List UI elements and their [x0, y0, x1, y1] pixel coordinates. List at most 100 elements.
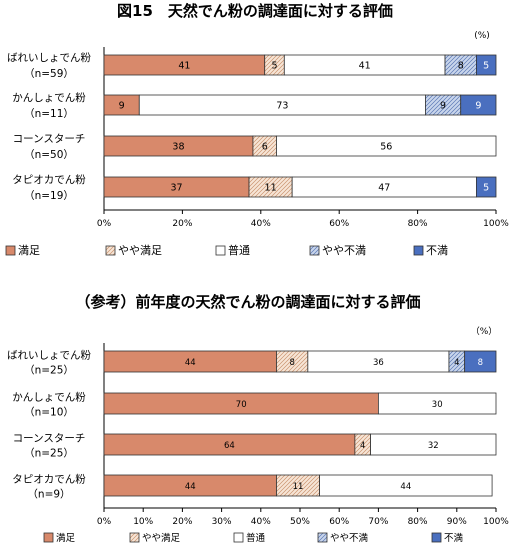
data-label: 5 [271, 61, 277, 72]
x-tick-label: 90% [447, 517, 467, 527]
bar-segment [276, 135, 497, 157]
data-label: 11 [293, 482, 304, 492]
chart-2: （参考）前年度の天然でん粉の調達面に対する評価 （%） 0% 10% 20% 30% 4… [7, 293, 509, 544]
data-label: 44 [185, 358, 196, 368]
data-label: 4 [454, 358, 459, 368]
x-tick-label: 20% [172, 517, 192, 527]
legend-label: やや不満 [322, 244, 366, 257]
data-label: 9 [440, 101, 446, 112]
x-tick-label: 40% [251, 219, 271, 229]
category-count-label: （n=9） [27, 489, 70, 501]
bar-segment [460, 94, 497, 116]
bar-segment [370, 433, 497, 456]
chart-2-plot-area: 0% 10% 20% 30% 40% 50% 60% 70% 80% 90% 100% ばれいしょでん… [7, 343, 509, 527]
chart-1-unit-label: (%) [474, 31, 490, 41]
category-label: ばれいしょでん粉 [7, 349, 91, 362]
x-tick-label: 0% [97, 517, 112, 527]
x-tick-label: 100% [483, 517, 509, 527]
data-label: 32 [428, 441, 439, 451]
data-label: 36 [373, 358, 384, 368]
bar-segment [475, 54, 497, 76]
category-label: コーンスターチ [13, 433, 86, 445]
category-count-label: （n=25） [24, 365, 74, 377]
data-label: 70 [236, 400, 247, 410]
category-label: かんしょでん粉 [12, 91, 86, 104]
data-label: 30 [432, 400, 443, 410]
x-tick-label: 80% [408, 517, 428, 527]
x-tick-label: 70% [368, 517, 388, 527]
data-label: 8 [478, 358, 483, 368]
chart-1-plot-area: 0% 20% 40% 60% 80% 100% ばれいしょでん粉 （n=59） 41 5 41 8 5 か… [7, 47, 509, 229]
data-label: 41 [359, 61, 371, 72]
category-label: ばれいしょでん粉 [7, 51, 91, 64]
legend-label: 満足 [56, 533, 76, 544]
category-label: タピオカでん粉 [12, 473, 86, 486]
legend-label: 不満 [426, 244, 448, 257]
legend-label: やや満足 [118, 244, 162, 257]
x-tick-label: 30% [212, 517, 232, 527]
x-tick-label: 20% [172, 219, 192, 229]
chart-2-legend: 満足 やや満足 普通 やや不満 不満 [43, 532, 464, 544]
legend-label: 満足 [18, 244, 40, 257]
category-count-label: （n=10） [24, 407, 74, 419]
data-label: 8 [289, 358, 294, 368]
legend-swatch [129, 532, 140, 543]
chart-2-title: （参考）前年度の天然でん粉の調達面に対する評価 [75, 293, 420, 311]
legend-label: 不満 [444, 533, 464, 544]
data-label: 4 [360, 441, 365, 451]
data-label: 11 [265, 183, 277, 194]
bar-segment [319, 474, 493, 497]
category-label: コーンスターチ [13, 133, 86, 145]
legend-swatch [43, 532, 54, 543]
chart-1-title: 図15 天然でん粉の調達面に対する評価 [117, 2, 393, 20]
legend-swatch [317, 532, 328, 543]
category-label: かんしょでん粉 [12, 391, 86, 404]
category-count-label: （n=59） [24, 68, 74, 80]
x-tick-label: 40% [251, 517, 271, 527]
data-label: 5 [483, 61, 489, 72]
legend-label: 普通 [228, 243, 250, 257]
category-count-label: （n=25） [24, 448, 74, 460]
category-label: タピオカでん粉 [12, 173, 86, 186]
x-tick-label: 80% [408, 219, 428, 229]
legend-swatch [233, 532, 244, 543]
chart-1: 図15 天然でん粉の調達面に対する評価 (%) 0% 20% 40% 60% 80% 10… [5, 2, 509, 257]
legend-swatch [5, 245, 16, 256]
x-tick-label: 60% [329, 517, 349, 527]
x-tick-label: 50% [290, 517, 310, 527]
data-label: 37 [170, 183, 182, 194]
chart-2-unit-label: （%） [471, 326, 498, 337]
x-tick-label: 0% [97, 219, 112, 229]
legend-label: やや満足 [142, 533, 181, 544]
x-tick-label: 60% [329, 219, 349, 229]
category-count-label: （n=19） [24, 190, 74, 202]
legend-swatch [309, 245, 320, 256]
data-label: 73 [276, 101, 288, 112]
data-label: 9 [475, 101, 481, 112]
data-label: 6 [262, 142, 268, 153]
data-label: 38 [172, 142, 184, 153]
category-count-label: （n=11） [24, 108, 74, 120]
legend-swatch [105, 245, 116, 256]
x-tick-label: 10% [133, 517, 153, 527]
bar-segment [377, 392, 497, 415]
data-label: 44 [185, 482, 196, 492]
legend-label: 普通 [246, 532, 266, 544]
legend-label: やや不満 [330, 533, 369, 544]
data-label: 9 [119, 101, 125, 112]
data-label: 47 [378, 183, 390, 194]
data-label: 8 [458, 61, 464, 72]
x-tick-label: 100% [483, 219, 509, 229]
legend-swatch [431, 532, 442, 543]
data-label: 41 [178, 61, 190, 72]
data-label: 56 [380, 142, 392, 153]
legend-swatch [215, 245, 226, 256]
category-count-label: （n=50） [24, 149, 74, 161]
data-label: 44 [400, 482, 411, 492]
chart-1-legend: 満足 やや満足 普通 やや不満 不満 [5, 243, 448, 257]
data-label: 5 [483, 183, 489, 194]
bar-segment [475, 176, 497, 198]
data-label: 64 [224, 441, 235, 451]
bar-segment [464, 350, 497, 373]
